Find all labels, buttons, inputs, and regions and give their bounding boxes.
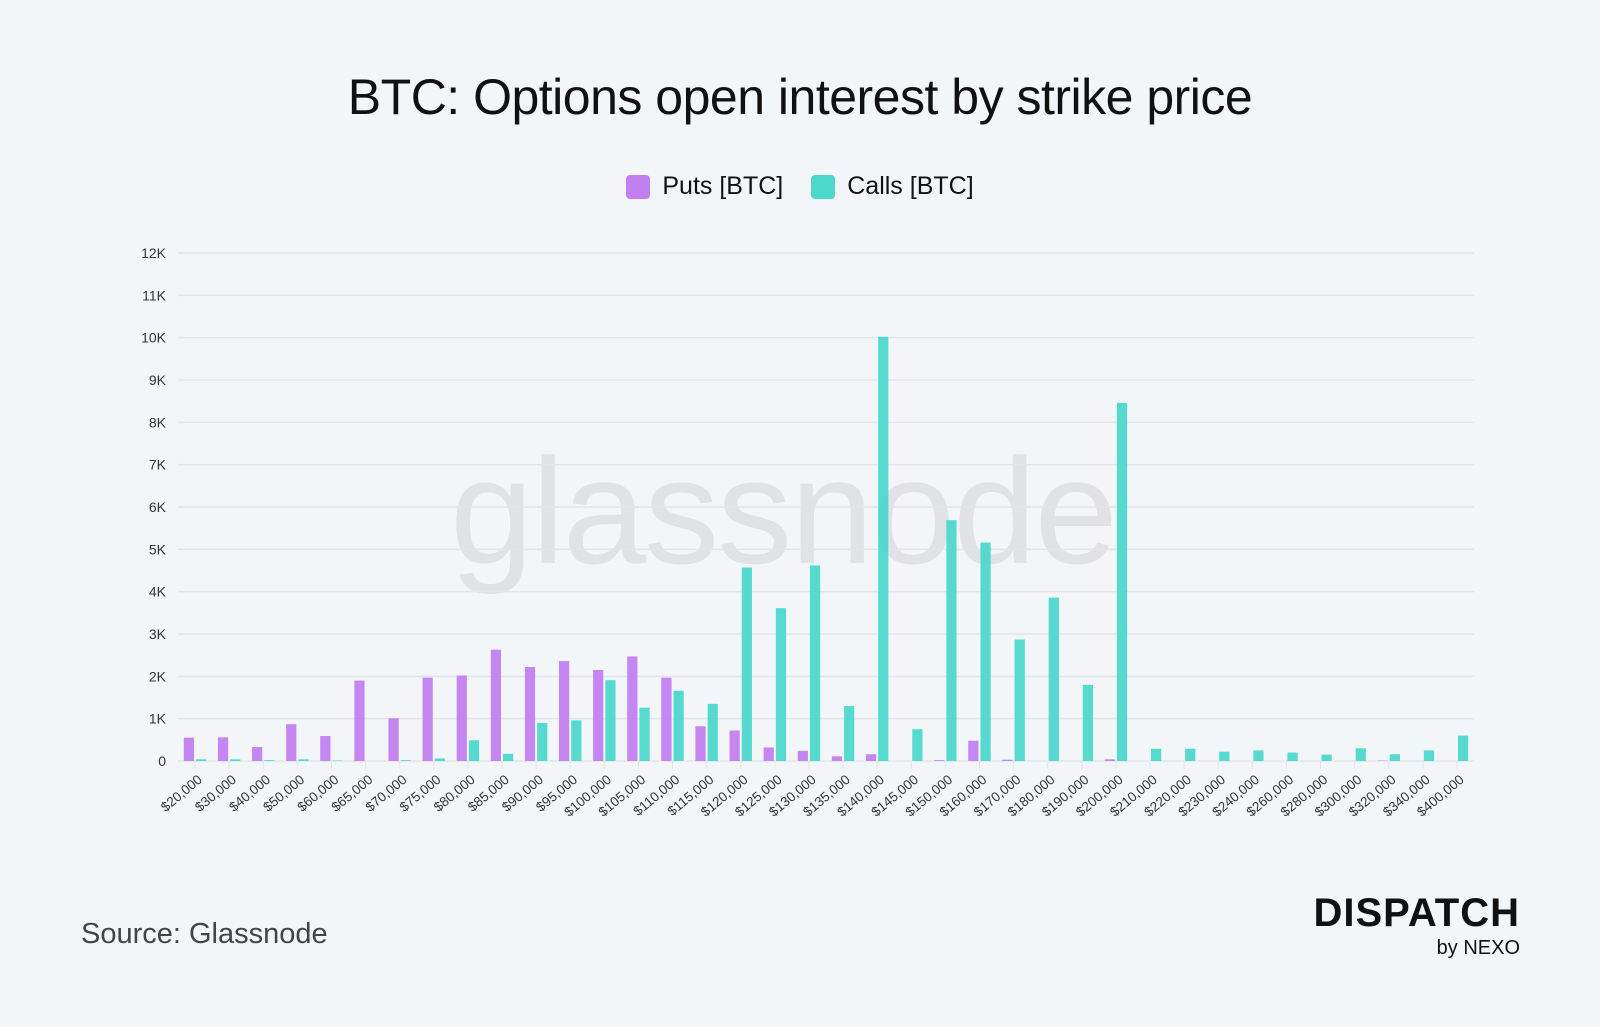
calls-bar bbox=[196, 759, 207, 761]
y-tick-label: 3K bbox=[149, 626, 167, 642]
calls-bar bbox=[912, 729, 923, 761]
puts-bar bbox=[627, 656, 638, 761]
puts-bar bbox=[252, 747, 263, 761]
puts-bar bbox=[1104, 759, 1115, 761]
calls-bar bbox=[946, 520, 957, 761]
calls-bar bbox=[1219, 751, 1230, 761]
puts-bar bbox=[968, 740, 979, 761]
calls-bar bbox=[605, 680, 616, 761]
y-tick-label: 12K bbox=[141, 245, 167, 261]
puts-bar bbox=[183, 737, 195, 761]
y-tick-label: 4K bbox=[149, 584, 167, 600]
puts-bar bbox=[354, 680, 365, 761]
puts-bar bbox=[661, 677, 672, 761]
calls-bar bbox=[1116, 402, 1128, 761]
puts-bar bbox=[797, 750, 808, 761]
calls-bar bbox=[809, 565, 821, 761]
calls-bar bbox=[1151, 748, 1162, 761]
calls-bar bbox=[1355, 748, 1366, 761]
puts-bar bbox=[695, 726, 706, 761]
puts-bar bbox=[865, 754, 877, 761]
logo-main: DISPATCH bbox=[1313, 891, 1520, 935]
puts-bar bbox=[763, 747, 774, 761]
puts-bar bbox=[934, 760, 945, 761]
calls-bar bbox=[264, 760, 275, 761]
logo-sub: by NEXO bbox=[1436, 937, 1520, 959]
calls-bar bbox=[1185, 748, 1196, 761]
calls-bar bbox=[1253, 750, 1264, 761]
y-tick-label: 10K bbox=[141, 330, 167, 346]
puts-bar bbox=[729, 730, 740, 761]
calls-bar bbox=[1082, 684, 1094, 761]
y-tick-label: 2K bbox=[149, 668, 167, 684]
y-tick-label: 11K bbox=[142, 287, 167, 303]
calls-bar bbox=[298, 759, 309, 761]
puts-bar bbox=[490, 649, 501, 761]
puts-bar bbox=[524, 667, 536, 761]
legend-item-calls[interactable]: Calls [BTC] bbox=[811, 172, 974, 201]
puts-bar bbox=[422, 677, 433, 761]
y-tick-label: 1K bbox=[149, 711, 167, 727]
legend-item-puts[interactable]: Puts [BTC] bbox=[626, 172, 783, 201]
puts-bar bbox=[593, 669, 604, 761]
calls-bar bbox=[1389, 754, 1400, 761]
y-tick-label: 8K bbox=[149, 414, 167, 430]
puts-bar bbox=[388, 718, 399, 761]
calls-bar bbox=[1014, 639, 1025, 761]
calls-bar bbox=[400, 760, 411, 761]
calls-bar bbox=[468, 740, 480, 761]
puts-bar bbox=[320, 736, 331, 761]
calls-bar bbox=[980, 542, 991, 761]
puts-swatch bbox=[626, 174, 651, 199]
puts-bar bbox=[456, 675, 467, 761]
y-tick-label: 0 bbox=[158, 753, 166, 769]
calls-bar bbox=[707, 703, 718, 761]
y-tick-label: 6K bbox=[149, 499, 167, 515]
puts-bar bbox=[1002, 759, 1013, 761]
watermark: glassnode bbox=[450, 427, 1118, 595]
calls-bar bbox=[1321, 754, 1332, 761]
legend: Puts [BTC] Calls [BTC] bbox=[0, 172, 1600, 201]
y-tick-label: 7K bbox=[149, 457, 167, 473]
source-note: Source: Glassnode bbox=[81, 918, 328, 950]
calls-bar bbox=[1287, 752, 1298, 761]
calls-bar bbox=[673, 690, 684, 761]
puts-bar bbox=[286, 724, 297, 761]
calls-bar bbox=[741, 567, 752, 761]
calls-bar bbox=[1423, 750, 1435, 761]
calls-bar bbox=[878, 336, 889, 761]
calls-bar bbox=[1457, 735, 1469, 761]
calls-swatch bbox=[811, 174, 836, 199]
puts-bar bbox=[217, 737, 229, 761]
calls-bar bbox=[775, 608, 787, 761]
chart-title: BTC: Options open interest by strike pri… bbox=[347, 69, 1253, 125]
legend-label-puts: Puts [BTC] bbox=[662, 172, 784, 200]
calls-bar bbox=[503, 753, 514, 761]
y-tick-label: 9K bbox=[149, 372, 167, 388]
dispatch-logo: DISPATCH by NEXO bbox=[1313, 893, 1520, 960]
puts-bar bbox=[558, 661, 570, 761]
calls-bar bbox=[230, 759, 241, 761]
calls-bar bbox=[844, 705, 855, 761]
puts-bar bbox=[831, 756, 843, 761]
calls-bar bbox=[1048, 597, 1059, 761]
calls-bar bbox=[571, 720, 582, 761]
calls-bar bbox=[537, 722, 548, 761]
legend-label-calls: Calls [BTC] bbox=[847, 172, 974, 200]
calls-bar bbox=[639, 707, 650, 761]
y-tick-label: 5K bbox=[149, 541, 167, 557]
calls-bar bbox=[434, 758, 446, 761]
